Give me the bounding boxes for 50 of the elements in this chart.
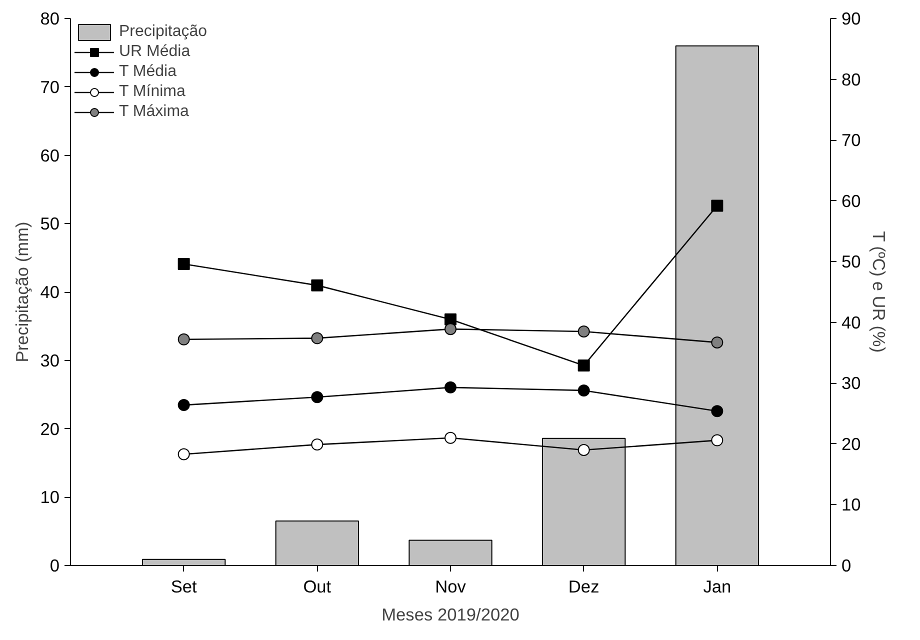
point: [578, 326, 590, 338]
y-tick-label: 60: [40, 145, 60, 166]
legend-label: UR Média: [119, 43, 190, 61]
legend-label: T Média: [119, 63, 177, 81]
point: [578, 360, 590, 372]
point: [444, 432, 456, 444]
y2-tick-label: 20: [842, 434, 861, 454]
y2-tick-label: 60: [842, 190, 861, 211]
y-tick-label: 0: [50, 556, 60, 576]
point: [311, 438, 324, 451]
point: [178, 258, 190, 270]
y-axis-title: Precipitação (mm): [12, 222, 32, 362]
point: [311, 391, 324, 404]
x-tick-label: Jan: [703, 576, 732, 596]
point: [578, 384, 590, 396]
point: [711, 200, 724, 212]
y2-tick-label: 0: [842, 556, 852, 576]
point: [711, 405, 724, 418]
point: [178, 333, 190, 346]
point: [578, 444, 590, 456]
point: [311, 332, 324, 344]
y-tick-label: 10: [40, 487, 60, 508]
y2-axis-title: T (ºC) e UR (%): [868, 231, 889, 353]
point: [311, 279, 324, 292]
point: [178, 399, 190, 412]
point: [711, 336, 724, 348]
point: [711, 434, 724, 446]
x-tick-label: Set: [170, 576, 198, 596]
y2-tick-label: 10: [842, 494, 861, 515]
x-axis-title: Meses 2019/2020: [382, 604, 520, 624]
y-tick-label: 50: [40, 214, 60, 234]
legend-label: T Mínima: [119, 83, 186, 101]
y2-tick-label: 70: [842, 130, 861, 150]
y2-tick-label: 30: [842, 373, 861, 394]
point: [444, 381, 456, 394]
x-tick-label: Dez: [568, 576, 600, 596]
x-tick-label: Nov: [435, 576, 466, 596]
y2-tick-label: 90: [842, 8, 861, 28]
y2-tick-label: 50: [842, 252, 861, 272]
legend-label: Precipitação: [119, 23, 208, 41]
x-tick-label: Out: [303, 576, 332, 596]
y-tick-label: 30: [40, 350, 60, 370]
y-tick-label: 20: [40, 418, 60, 439]
point: [444, 323, 456, 336]
y2-tick-label: 80: [842, 69, 861, 90]
legend-label: T Máxima: [119, 103, 189, 121]
y-tick-label: 40: [40, 282, 60, 302]
y-tick-label: 80: [40, 8, 60, 28]
y2-tick-label: 40: [842, 312, 861, 332]
y-tick-label: 70: [40, 76, 60, 97]
